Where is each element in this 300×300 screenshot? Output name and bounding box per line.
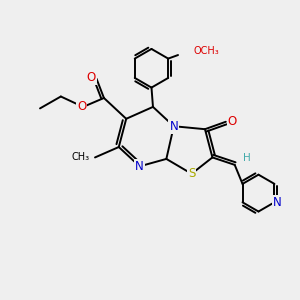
Text: O: O (77, 100, 86, 113)
Text: O: O (228, 115, 237, 128)
Text: CH₃: CH₃ (71, 152, 90, 162)
Text: H: H (243, 153, 251, 163)
Text: N: N (169, 120, 178, 133)
Text: S: S (188, 167, 195, 180)
Text: N: N (135, 160, 144, 173)
Text: O: O (86, 71, 96, 84)
Text: N: N (273, 196, 282, 209)
Text: OCH₃: OCH₃ (194, 46, 219, 56)
